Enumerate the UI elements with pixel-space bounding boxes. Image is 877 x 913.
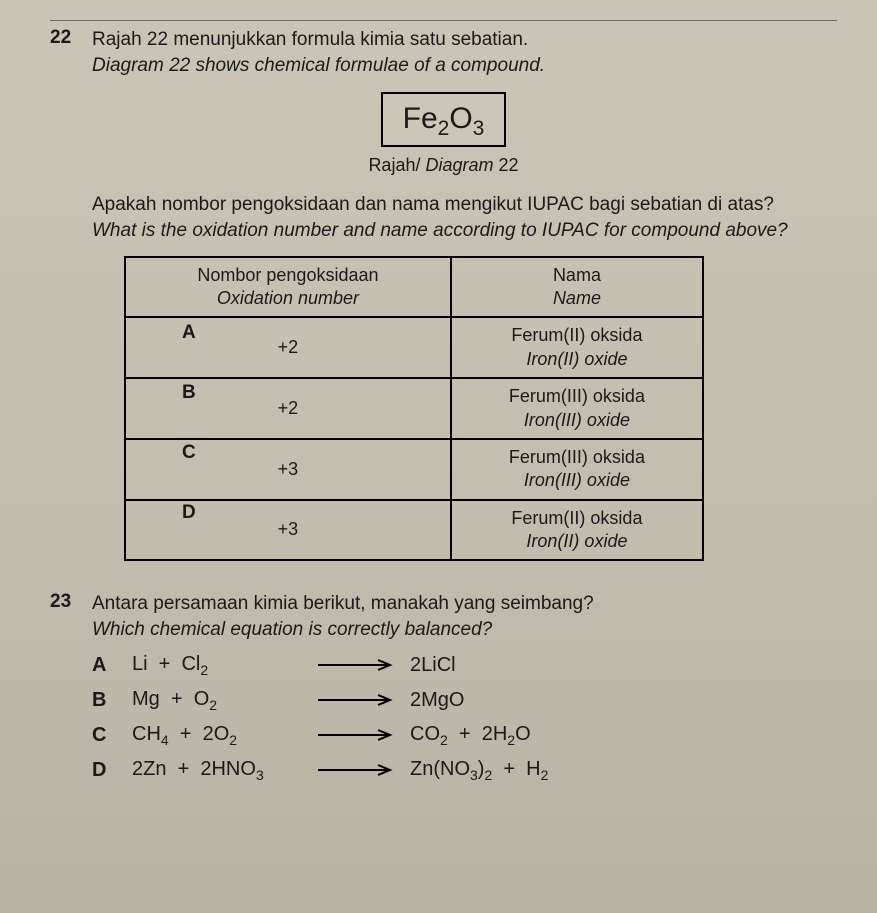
- q23-option-a: A Li + Cl2 2LiCl: [92, 653, 837, 678]
- q22-c-name: Ferum(III) oksida Iron(III) oxide: [451, 439, 703, 500]
- q22-c-name-en: Iron(III) oxide: [524, 470, 630, 490]
- arrow-icon: [316, 728, 396, 742]
- h-ox-en: Oxidation number: [217, 288, 359, 308]
- caption-italic: Diagram: [425, 155, 493, 175]
- question-23-head: 23 Antara persamaan kimia berikut, manak…: [50, 591, 837, 642]
- q22-header-name: Nama Name: [451, 257, 703, 318]
- q22-a-name-my: Ferum(II) oksida: [511, 325, 642, 345]
- top-rule: [50, 20, 837, 21]
- q22-label-c: C: [182, 442, 196, 464]
- h-nm-en: Name: [553, 288, 601, 308]
- q23-line-my: Antara persamaan kimia berikut, manakah …: [92, 593, 594, 614]
- q23-b-label: B: [92, 689, 118, 712]
- question-22-head: 22 Rajah 22 menunjukkan formula kimia sa…: [50, 27, 837, 78]
- formula-box: Fe2O3: [381, 92, 507, 147]
- q22-b-name-my: Ferum(III) oksida: [509, 386, 645, 406]
- h-ox-my: Nombor pengoksidaan: [197, 265, 378, 285]
- q22-line-en: Diagram 22 shows chemical formulae of a …: [92, 55, 545, 76]
- h-nm-my: Nama: [553, 265, 601, 285]
- q23-a-lhs: Li + Cl2: [132, 653, 302, 678]
- formula-box-wrap: Fe2O3: [50, 92, 837, 147]
- q22-a-name-en: Iron(II) oxide: [526, 349, 627, 369]
- question-23: 23 Antara persamaan kimia berikut, manak…: [50, 591, 837, 782]
- q23-d-rhs: Zn(NO3)2 + H2: [410, 758, 548, 783]
- q23-d-lhs: 2Zn + 2HNO3: [132, 758, 302, 783]
- q22-c-name-my: Ferum(III) oksida: [509, 447, 645, 467]
- q22-row-b: +2 Ferum(III) oksida Iron(III) oxide: [125, 378, 703, 439]
- q22-row-c: +3 Ferum(III) oksida Iron(III) oxide: [125, 439, 703, 500]
- q22-line-my: Rajah 22 menunjukkan formula kimia satu …: [92, 29, 528, 50]
- q23-c-lhs: CH4 + 2O2: [132, 723, 302, 748]
- arrow-icon: [316, 658, 396, 672]
- q22-b-ox: +2: [125, 378, 451, 439]
- q23-a-label: A: [92, 654, 118, 677]
- q23-c-rhs: CO2 + 2H2O: [410, 723, 531, 748]
- q22-row-d: +3 Ferum(II) oksida Iron(II) oxide: [125, 500, 703, 561]
- q22-header-row: Nombor pengoksidaan Oxidation number Nam…: [125, 257, 703, 318]
- arrow-icon: [316, 763, 396, 777]
- q22-label-d: D: [182, 502, 196, 524]
- q22-row-a: +2 Ferum(II) oksida Iron(II) oxide: [125, 317, 703, 378]
- q23-c-label: C: [92, 724, 118, 747]
- q22-a-name: Ferum(II) oksida Iron(II) oxide: [451, 317, 703, 378]
- q22-label-a: A: [182, 322, 196, 344]
- question-number-23: 23: [50, 591, 78, 613]
- q22-table: Nombor pengoksidaan Oxidation number Nam…: [124, 256, 704, 562]
- q23-a-rhs: 2LiCl: [410, 654, 456, 677]
- q22-d-name-en: Iron(II) oxide: [526, 531, 627, 551]
- question-22: 22 Rajah 22 menunjukkan formula kimia sa…: [50, 27, 837, 561]
- caption-num: 22: [494, 155, 519, 175]
- q22-ask-my: Apakah nombor pengoksidaan dan nama meng…: [92, 194, 774, 215]
- q23-options: A Li + Cl2 2LiCl B Mg + O2 2MgO C CH4 + …: [92, 653, 837, 783]
- q22-header-oxnum: Nombor pengoksidaan Oxidation number: [125, 257, 451, 318]
- q22-c-ox: +3: [125, 439, 451, 500]
- question-number: 22: [50, 27, 78, 49]
- q22-d-name-my: Ferum(II) oksida: [511, 508, 642, 528]
- q23-option-b: B Mg + O2 2MgO: [92, 688, 837, 713]
- q23-d-label: D: [92, 759, 118, 782]
- diagram-caption: Rajah/ Diagram 22: [50, 155, 837, 176]
- q22-d-name: Ferum(II) oksida Iron(II) oxide: [451, 500, 703, 561]
- q23-line-en: Which chemical equation is correctly bal…: [92, 619, 492, 640]
- question-23-stem: Antara persamaan kimia berikut, manakah …: [92, 591, 594, 642]
- q23-option-c: C CH4 + 2O2 CO2 + 2H2O: [92, 723, 837, 748]
- q22-a-ox: +2: [125, 317, 451, 378]
- q22-d-ox: +3: [125, 500, 451, 561]
- q23-option-d: D 2Zn + 2HNO3 Zn(NO3)2 + H2: [92, 758, 837, 783]
- q22-ask-en: What is the oxidation number and name ac…: [92, 220, 788, 241]
- q23-b-lhs: Mg + O2: [132, 688, 302, 713]
- q22-label-b: B: [182, 382, 196, 404]
- caption-prefix: Rajah/: [368, 155, 425, 175]
- q22-table-wrap: Nombor pengoksidaan Oxidation number Nam…: [124, 256, 837, 562]
- question-22-stem: Rajah 22 menunjukkan formula kimia satu …: [92, 27, 545, 78]
- page: 22 Rajah 22 menunjukkan formula kimia sa…: [0, 0, 877, 913]
- q22-ask: Apakah nombor pengoksidaan dan nama meng…: [92, 192, 837, 243]
- q23-b-rhs: 2MgO: [410, 689, 464, 712]
- q22-b-name-en: Iron(III) oxide: [524, 410, 630, 430]
- arrow-icon: [316, 693, 396, 707]
- q22-b-name: Ferum(III) oksida Iron(III) oxide: [451, 378, 703, 439]
